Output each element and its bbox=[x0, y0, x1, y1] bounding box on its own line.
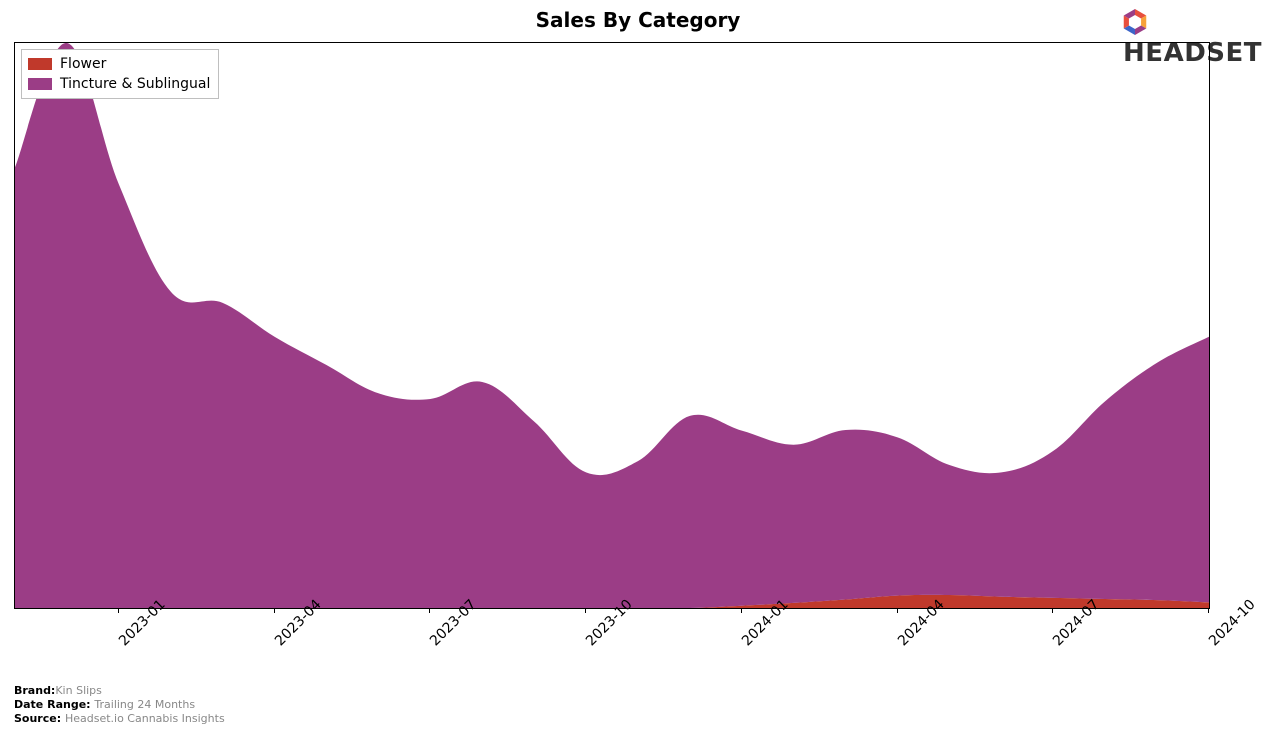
area-series bbox=[15, 43, 1209, 608]
footer-line: Source: Headset.io Cannabis Insights bbox=[14, 712, 225, 726]
headset-logo-icon bbox=[1117, 6, 1153, 38]
footer-value: Kin Slips bbox=[55, 684, 102, 697]
x-tick-mark bbox=[741, 608, 742, 613]
area-chart bbox=[15, 43, 1209, 608]
legend-item: Tincture & Sublingual bbox=[28, 74, 210, 94]
x-tick-mark bbox=[897, 608, 898, 613]
legend-label: Flower bbox=[60, 54, 106, 74]
footer-key: Source: bbox=[14, 712, 65, 725]
x-tick-label: 2024-10 bbox=[1206, 597, 1259, 650]
x-axis-ticks: 2023-012023-042023-072023-102024-012024-… bbox=[14, 608, 1208, 678]
footer-key: Date Range: bbox=[14, 698, 94, 711]
legend-item: Flower bbox=[28, 54, 210, 74]
x-tick-mark bbox=[1052, 608, 1053, 613]
plot-area: FlowerTincture & Sublingual bbox=[14, 42, 1210, 609]
footer-line: Date Range: Trailing 24 Months bbox=[14, 698, 225, 712]
legend-label: Tincture & Sublingual bbox=[60, 74, 210, 94]
x-tick-mark bbox=[1208, 608, 1209, 613]
x-tick-mark bbox=[274, 608, 275, 613]
legend-swatch bbox=[28, 58, 52, 70]
footer-line: Brand:Kin Slips bbox=[14, 684, 225, 698]
footer-value: Trailing 24 Months bbox=[94, 698, 195, 711]
x-tick-mark bbox=[585, 608, 586, 613]
chart-footer: Brand:Kin SlipsDate Range: Trailing 24 M… bbox=[14, 684, 225, 726]
x-tick-mark bbox=[429, 608, 430, 613]
footer-key: Brand: bbox=[14, 684, 55, 697]
chart-title: Sales By Category bbox=[0, 8, 1276, 32]
legend-swatch bbox=[28, 78, 52, 90]
footer-value: Headset.io Cannabis Insights bbox=[65, 712, 225, 725]
x-tick-mark bbox=[118, 608, 119, 613]
figure: Sales By Category HEADSET FlowerTincture… bbox=[0, 0, 1276, 738]
legend: FlowerTincture & Sublingual bbox=[21, 49, 219, 99]
